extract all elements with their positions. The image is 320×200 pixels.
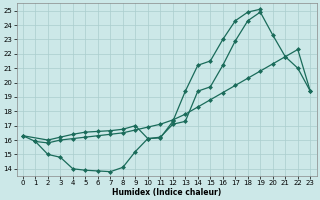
X-axis label: Humidex (Indice chaleur): Humidex (Indice chaleur) xyxy=(112,188,221,197)
